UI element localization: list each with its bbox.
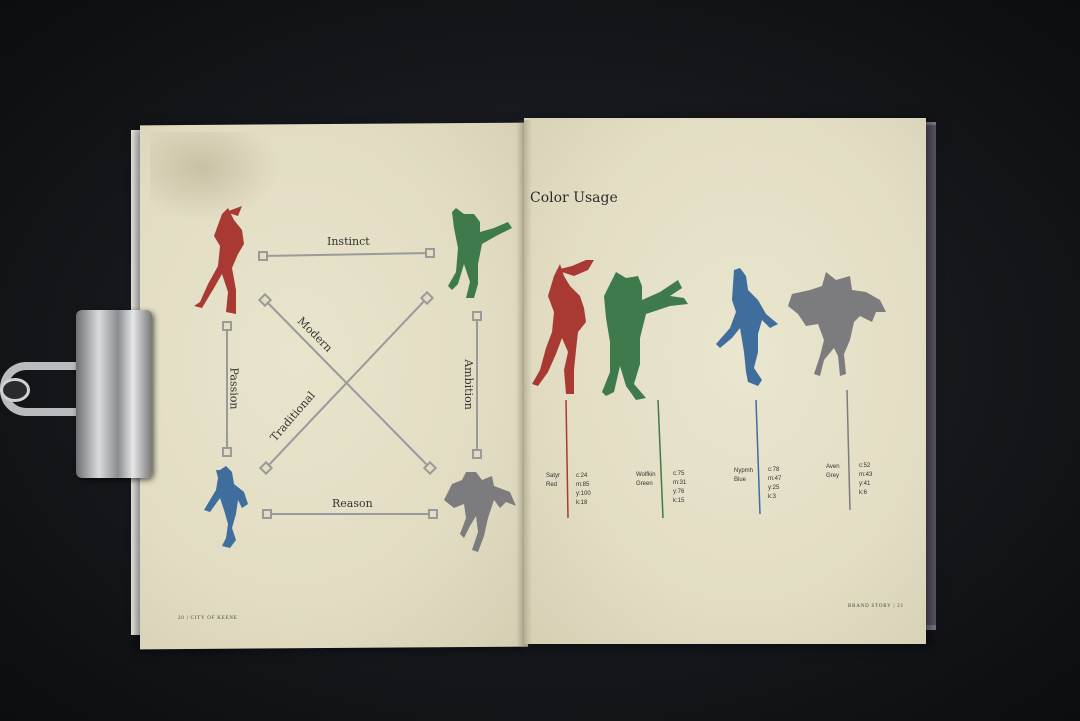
swatch-cmyk: c:24 m:85 y:100 k:18: [576, 472, 591, 508]
binder-clip-ring: [0, 378, 30, 402]
node-square: [425, 248, 435, 258]
swatch-lines: [565, 389, 851, 519]
node-square: [472, 449, 482, 459]
cmyk-value: c:24: [576, 473, 588, 479]
aven-figure: [788, 272, 886, 376]
paper-stain: [150, 132, 280, 222]
swatch-name-line: Wolfkin: [636, 472, 656, 478]
right-folio: BRAND STORY | 21: [848, 604, 904, 609]
satyr-red-line: [565, 399, 569, 519]
instinct-label: Instinct: [327, 235, 370, 248]
swatch-name-line: Red: [546, 482, 558, 488]
nymph-blue-line: [755, 399, 761, 515]
cmyk-value: y:76: [673, 489, 685, 495]
swatch-name-line: Nypmh: [734, 468, 754, 474]
cmyk-value: k:15: [673, 498, 685, 504]
cmyk-value: m:31: [673, 480, 687, 486]
book-gutter: [516, 120, 532, 646]
cmyk-value: k:18: [576, 500, 588, 506]
cmyk-value: m:85: [576, 482, 590, 488]
cmyk-value: y:25: [768, 485, 780, 491]
swatch-name: Nypmh Blue: [734, 467, 753, 485]
node-diamond: [258, 460, 274, 476]
aven-figure-left: [444, 472, 516, 552]
swatch-name: Satyr Red: [546, 472, 560, 490]
cmyk-value: m:43: [859, 472, 873, 478]
cmyk-value: c:75: [673, 471, 685, 477]
node-square: [472, 311, 482, 321]
traditional-line: [265, 297, 428, 469]
swatch-name-line: Satyr: [546, 473, 561, 479]
swatch-cmyk: c:52 m:43 y:41 k:6: [859, 462, 872, 498]
passion-label: Passion: [227, 367, 241, 410]
node-square: [258, 251, 268, 261]
nymph-figure-left: [204, 466, 248, 548]
nymph-figure: [716, 268, 778, 386]
cmyk-value: y:100: [576, 491, 591, 497]
node-diamond: [257, 292, 273, 308]
swatch-name-line: Grey: [826, 473, 840, 479]
modern-line: [264, 299, 431, 469]
cmyk-value: m:47: [768, 476, 782, 482]
swatch-cmyk: c:75 m:31 y:76 k:15: [673, 470, 686, 506]
cmyk-value: y:41: [859, 481, 871, 487]
cmyk-value: k:6: [859, 490, 868, 496]
node-diamond: [422, 460, 438, 476]
instinct-line: [262, 252, 431, 257]
swatch-name: Wolfkin Green: [636, 471, 656, 489]
cmyk-value: k:3: [768, 494, 777, 500]
binder-clip: [76, 310, 152, 478]
swatch-name-line: Aven: [826, 464, 840, 470]
color-usage-title: Color Usage: [530, 190, 618, 206]
cmyk-value: c:78: [768, 467, 780, 473]
diagram-lines: [222, 248, 482, 519]
swatch-name-line: Green: [636, 481, 653, 487]
node-square: [262, 509, 272, 519]
page-edges-right-inner: [926, 125, 936, 625]
cmyk-value: c:52: [859, 463, 871, 469]
reason-label: Reason: [332, 497, 373, 510]
wolfkin-figure-left: [448, 208, 512, 298]
swatch-name-line: Blue: [734, 477, 747, 483]
wolfkin-green-line: [657, 399, 664, 519]
ambition-label: Ambition: [461, 359, 475, 410]
swatch-name: Aven Grey: [826, 463, 840, 481]
node-square: [222, 321, 232, 331]
satyr-figure-left: [194, 206, 244, 314]
aven-grey-line: [846, 389, 851, 511]
node-diamond: [419, 290, 435, 306]
swatch-cmyk: c:78 m:47 y:25 k:3: [768, 466, 781, 502]
left-folio: 20 | CITY OF KEENE: [178, 616, 238, 621]
satyr-figure: [532, 260, 594, 394]
node-square: [428, 509, 438, 519]
wolfkin-figure: [602, 272, 688, 400]
right-page: [524, 118, 926, 644]
node-square: [222, 447, 232, 457]
